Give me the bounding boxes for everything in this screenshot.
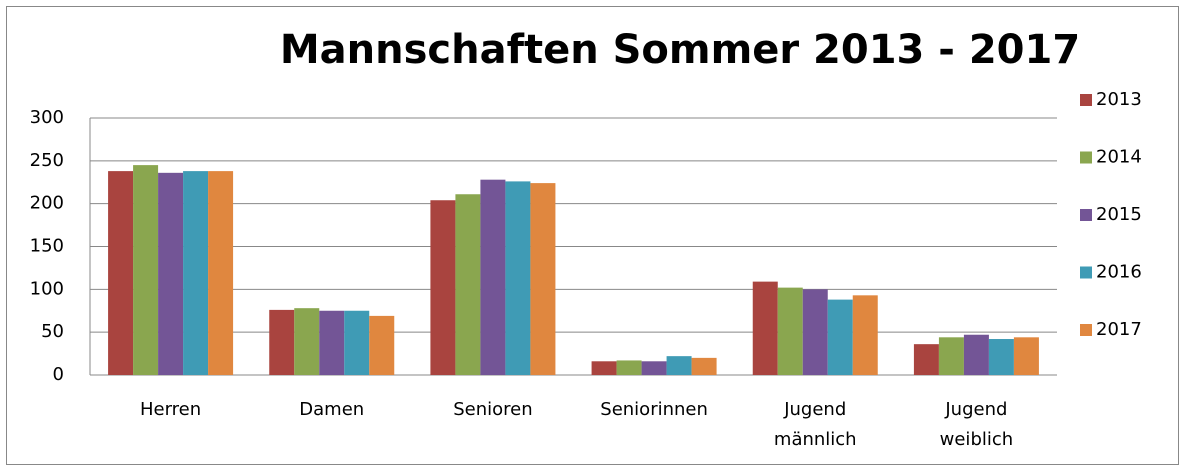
legend-label: 2016 <box>1096 262 1142 283</box>
y-tick-label: 250 <box>30 150 64 171</box>
bar <box>319 310 345 375</box>
y-tick-label: 150 <box>30 236 64 257</box>
bar <box>208 171 234 375</box>
bar <box>530 183 556 375</box>
bar <box>455 194 481 375</box>
bar <box>913 344 939 375</box>
bar <box>827 299 853 375</box>
legend-swatch <box>1080 94 1092 106</box>
bar <box>480 179 506 375</box>
bar <box>133 165 159 375</box>
x-tick-label: Jugend männlich <box>773 399 857 450</box>
y-tick-label: 0 <box>53 364 64 385</box>
bar <box>666 356 692 375</box>
bar <box>369 315 395 375</box>
legend-swatch <box>1080 209 1092 221</box>
x-tick-label: Herren <box>139 399 202 420</box>
bar <box>344 310 370 375</box>
x-tick-label: Damen <box>299 399 365 420</box>
bar <box>183 171 209 375</box>
bar <box>108 171 134 375</box>
bar <box>852 295 878 375</box>
chart-title: Mannschaften Sommer 2013 - 2017 <box>280 27 1080 73</box>
bar <box>430 200 456 375</box>
y-tick-label: 300 <box>30 107 64 128</box>
bar <box>777 287 803 375</box>
legend-label: 2015 <box>1096 204 1142 225</box>
legend-swatch <box>1080 151 1092 164</box>
bar <box>752 281 778 375</box>
bar <box>158 172 184 375</box>
bar <box>988 339 1014 375</box>
bar <box>505 181 531 375</box>
legend-label: 2017 <box>1096 319 1142 340</box>
bar <box>591 361 617 375</box>
bar <box>269 309 295 375</box>
bar <box>616 360 642 375</box>
bar <box>1013 337 1039 375</box>
bar <box>294 308 320 375</box>
bar <box>641 361 667 375</box>
y-tick-label: 200 <box>30 193 64 214</box>
bar <box>938 337 964 375</box>
bar <box>963 334 989 375</box>
x-tick-label: Senioren <box>453 399 533 420</box>
bar <box>802 289 828 375</box>
legend-label: 2013 <box>1096 89 1142 110</box>
y-tick-label: 100 <box>30 278 64 299</box>
legend-label: 2014 <box>1096 147 1142 168</box>
bar <box>691 357 717 375</box>
y-tick-label: 50 <box>41 321 64 342</box>
legend-swatch <box>1080 324 1092 336</box>
legend-swatch <box>1080 266 1092 279</box>
x-tick-label: Jugend weiblich <box>939 399 1014 450</box>
x-tick-label: Seniorinnen <box>600 399 708 420</box>
